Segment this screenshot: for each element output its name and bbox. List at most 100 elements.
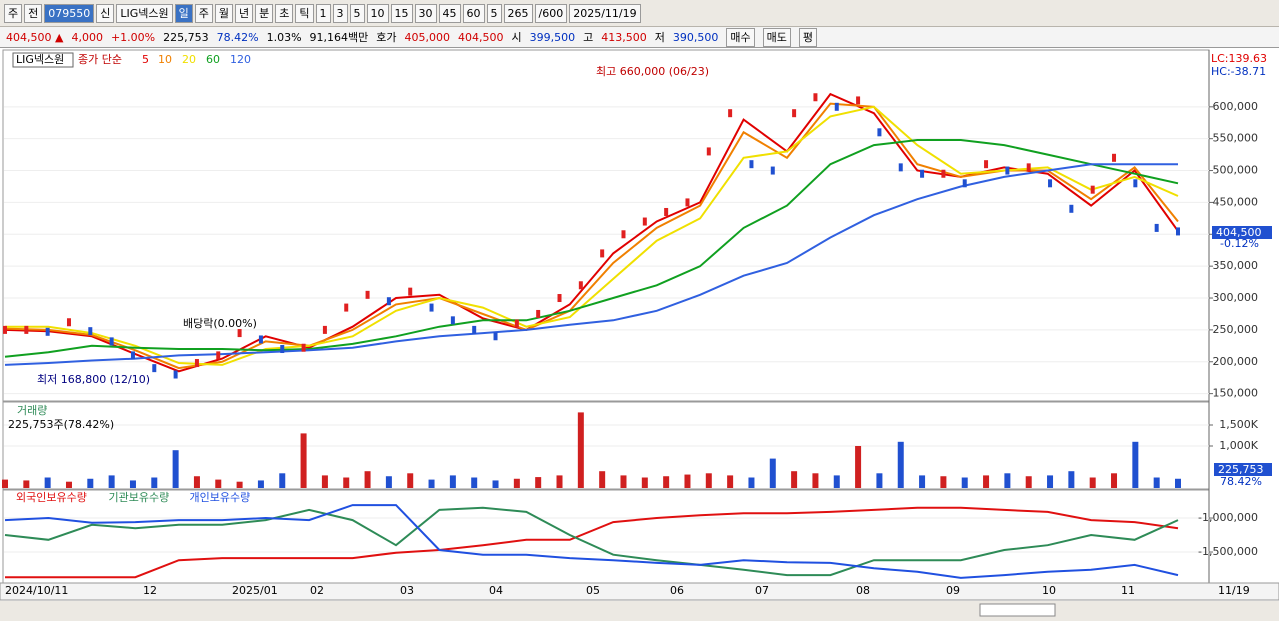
legend-entry: 개인보유수량: [190, 491, 251, 504]
y-tick-label: 500,000: [1213, 164, 1259, 177]
volume-bar: [321, 475, 328, 488]
scroll-thumb[interactable]: [979, 603, 1056, 617]
candle: [1154, 223, 1159, 232]
volume-bar: [129, 480, 136, 488]
toolbar-button[interactable]: 079550: [44, 3, 95, 23]
candle: [258, 335, 263, 344]
x-axis-bar: [0, 582, 1279, 601]
candle: [152, 364, 157, 373]
candle: [749, 160, 754, 169]
y-tick-label: 1,500K: [1219, 418, 1258, 431]
candle: [344, 303, 349, 312]
volume-bar: [151, 477, 158, 488]
volume-bar: [791, 471, 798, 488]
toolbar-button[interactable]: 10: [366, 3, 389, 23]
series-line: [4, 139, 1179, 358]
volume-bar: [215, 479, 222, 488]
candle: [237, 329, 242, 338]
candle: [216, 351, 221, 360]
toolbar-button[interactable]: 일: [174, 3, 193, 23]
info-item: 225,753: [163, 30, 209, 44]
candle: [130, 351, 135, 360]
last-volume-tag: [1214, 463, 1272, 476]
volume-bar: [769, 458, 776, 488]
candle: [3, 325, 7, 334]
volume-bar: [748, 477, 755, 488]
last-price: 404,500: [1216, 226, 1262, 239]
last-change: -0.12%: [1220, 237, 1259, 250]
toolbar-button[interactable]: 265: [503, 3, 533, 23]
candle: [536, 309, 541, 318]
toolbar-button[interactable]: 분: [255, 3, 274, 23]
toolbar-button[interactable]: 초: [275, 3, 294, 23]
annotation: 최고 660,000 (06/23): [596, 65, 709, 78]
annotation: 최저 168,800 (12/10): [37, 373, 150, 386]
volume-bar: [172, 450, 179, 488]
toolbar-button[interactable]: 2025/11/19: [569, 3, 641, 23]
candle: [450, 316, 455, 325]
toolbar-button[interactable]: 15: [390, 3, 413, 23]
x-tick-label: 09: [946, 584, 960, 597]
toolbar-button[interactable]: 틱: [295, 3, 314, 23]
toolbar-button[interactable]: 년: [235, 3, 254, 23]
volume-bar: [1004, 473, 1011, 488]
volume-bar: [876, 473, 883, 488]
toolbar-button[interactable]: 60: [462, 3, 485, 23]
volume-bar: [940, 476, 947, 488]
info-item[interactable]: 매도: [762, 27, 791, 47]
y-tick-label: 450,000: [1213, 195, 1259, 208]
toolbar-button[interactable]: /600: [534, 3, 568, 23]
volume-bar: [428, 479, 435, 488]
volume-bar: [727, 475, 734, 488]
toolbar-button[interactable]: 신: [96, 3, 115, 23]
toolbar-button[interactable]: 3: [332, 3, 348, 23]
volume-bar: [44, 477, 51, 488]
candle: [1112, 153, 1117, 162]
toolbar-button[interactable]: 주: [4, 3, 23, 23]
candle: [365, 290, 370, 299]
candle: [1005, 166, 1010, 175]
volume-bar: [471, 477, 478, 488]
toolbar-button[interactable]: LIG넥스원: [116, 3, 173, 23]
toolbar-button[interactable]: 30: [414, 3, 437, 23]
series-line: [4, 163, 1178, 366]
info-item: 91,164백만: [309, 31, 369, 44]
legend-entry: 60: [206, 53, 220, 66]
info-item: 저: [654, 31, 665, 44]
volume-bar: [23, 480, 30, 488]
volume-bar: [1175, 478, 1181, 488]
info-item: 시: [511, 31, 522, 44]
toolbar-button[interactable]: 45: [438, 3, 461, 23]
candle: [706, 147, 711, 156]
volume-bar: [193, 476, 200, 488]
volume-bar: [1153, 477, 1160, 488]
toolbar-button[interactable]: 1: [315, 3, 331, 23]
volume-bar: [620, 475, 627, 488]
y-tick-label: -1,000,000: [1198, 511, 1258, 524]
toolbar-button[interactable]: 월: [214, 3, 234, 23]
info-item[interactable]: 매수: [726, 27, 755, 47]
candle: [88, 327, 93, 336]
legend-entry: 외국인보유수량: [16, 491, 87, 504]
candle: [1069, 204, 1074, 213]
candle: [1176, 227, 1180, 236]
toolbar-button[interactable]: 5: [486, 3, 502, 23]
toolbar-button[interactable]: 5: [349, 3, 365, 23]
candle: [578, 281, 583, 290]
x-tick-label: 12: [143, 584, 157, 597]
volume-bar: [343, 477, 350, 488]
candle: [429, 303, 434, 312]
y-tick-label: 1,000K: [1219, 439, 1258, 452]
volume-bar: [535, 477, 542, 488]
toolbar-button[interactable]: 전: [24, 3, 43, 23]
toolbar-button[interactable]: 주: [194, 3, 213, 23]
volume-bar: [1132, 441, 1139, 488]
volume-bar: [663, 476, 670, 488]
volume-bar: [1068, 471, 1075, 488]
candle: [322, 325, 327, 334]
info-item[interactable]: 평: [798, 27, 818, 47]
legend-entry: 기관보유수량: [109, 491, 170, 504]
volume-bar: [684, 474, 691, 488]
candle: [66, 318, 71, 327]
x-tick-label: 07: [755, 584, 769, 597]
